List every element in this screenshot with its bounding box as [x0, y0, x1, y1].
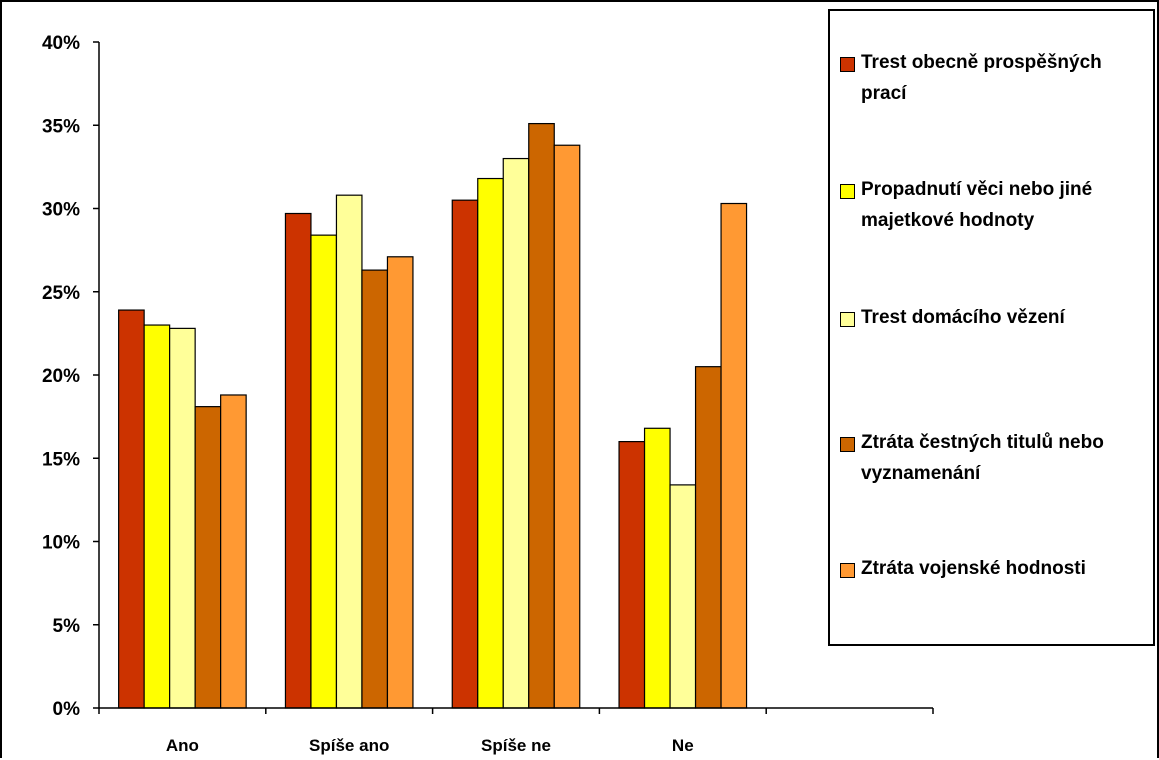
y-axis-ticks: 0% 5% 10% 15% 20% 25% 30% 35% 40% [42, 33, 99, 720]
bar [284, 212, 312, 709]
x-tick-label: Spíše ano [309, 736, 389, 755]
bar [335, 194, 363, 709]
y-tick-label: 15% [42, 449, 80, 470]
y-tick-label: 0% [53, 699, 81, 720]
y-tick-label: 35% [42, 116, 80, 137]
legend-label: Propadnutí věci nebo jiné majetkové hodn… [861, 179, 1093, 231]
legend-swatch-3 [840, 312, 855, 327]
bar [618, 441, 646, 709]
bar [310, 234, 338, 709]
legend-swatch-4 [840, 437, 855, 452]
bar [720, 202, 748, 709]
legend-label: Ztráta čestných titulů nebo vyznamenání [861, 432, 1104, 484]
bar [553, 144, 581, 709]
bar [118, 309, 145, 709]
legend-label: Ztráta vojenské hodnosti [861, 558, 1086, 579]
y-tick-label: 40% [42, 33, 80, 54]
legend-swatch-2 [840, 184, 855, 199]
bar [694, 366, 722, 709]
bars-group [118, 122, 748, 709]
legend-label: Trest domácího vězení [861, 307, 1065, 328]
legend-item: Ztráta čestných titulů nebo vyznamenání [840, 431, 1150, 489]
bar [194, 406, 222, 709]
bar [477, 177, 504, 709]
y-tick-label: 30% [42, 200, 80, 221]
legend-item: Ztráta vojenské hodnosti [840, 557, 1150, 584]
x-tick-label: Ano [166, 736, 199, 755]
y-tick-label: 20% [42, 366, 80, 387]
bar [169, 327, 196, 709]
x-tick-label: Spíše ne [481, 736, 551, 755]
y-tick-label: 5% [53, 616, 81, 637]
bar [669, 484, 697, 709]
bar [361, 269, 389, 709]
bar [220, 394, 247, 709]
legend: Trest obecně prospěšných prací Propadnut… [828, 9, 1155, 646]
x-axis-labels: Ano Spíše ano Spíše ne Ne [166, 736, 694, 755]
bar [643, 427, 671, 709]
bar [502, 157, 530, 709]
legend-item: Propadnutí věci nebo jiné majetkové hodn… [840, 178, 1150, 236]
x-tick-label: Ne [672, 736, 694, 755]
legend-swatch-5 [840, 563, 855, 578]
y-tick-label: 25% [42, 283, 80, 304]
bar [451, 199, 479, 709]
axes [98, 42, 934, 714]
legend-item: Trest domácího vězení [840, 306, 1150, 333]
y-tick-label: 10% [42, 533, 80, 554]
legend-swatch-1 [840, 57, 855, 72]
legend-label: Trest obecně prospěšných prací [861, 52, 1102, 104]
bar [528, 122, 555, 709]
bar [143, 324, 171, 709]
legend-item: Trest obecně prospěšných prací [840, 51, 1150, 109]
bar [386, 256, 414, 709]
